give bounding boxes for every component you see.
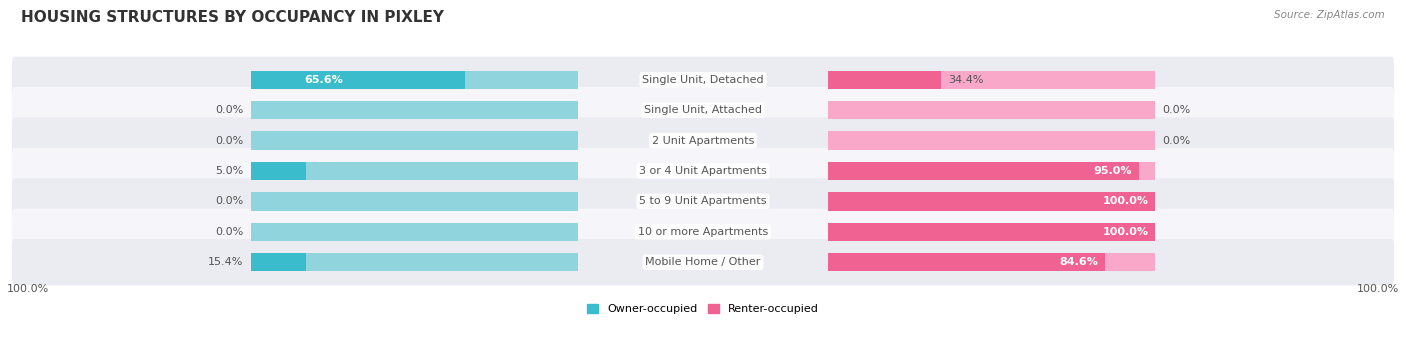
FancyBboxPatch shape — [11, 118, 1395, 164]
Text: 100.0%: 100.0% — [1357, 284, 1399, 294]
Text: 0.0%: 0.0% — [215, 196, 243, 207]
Bar — [828, 131, 1156, 150]
Bar — [250, 131, 578, 150]
FancyBboxPatch shape — [11, 87, 1395, 133]
Bar — [828, 101, 1156, 119]
Text: 5.0%: 5.0% — [215, 166, 243, 176]
Bar — [250, 71, 465, 89]
Text: 0.0%: 0.0% — [1163, 105, 1191, 115]
Text: Single Unit, Detached: Single Unit, Detached — [643, 75, 763, 85]
Bar — [250, 223, 578, 241]
Bar — [250, 192, 578, 211]
Text: 34.4%: 34.4% — [948, 75, 983, 85]
FancyBboxPatch shape — [11, 148, 1395, 194]
Text: 65.6%: 65.6% — [304, 75, 343, 85]
Bar — [250, 71, 578, 89]
Text: 10 or more Apartments: 10 or more Apartments — [638, 227, 768, 237]
Bar — [250, 253, 307, 271]
Text: Mobile Home / Other: Mobile Home / Other — [645, 257, 761, 267]
Text: 5 to 9 Unit Apartments: 5 to 9 Unit Apartments — [640, 196, 766, 207]
Text: HOUSING STRUCTURES BY OCCUPANCY IN PIXLEY: HOUSING STRUCTURES BY OCCUPANCY IN PIXLE… — [21, 10, 444, 25]
Bar — [250, 162, 307, 180]
Bar — [828, 192, 1156, 211]
Text: 3 or 4 Unit Apartments: 3 or 4 Unit Apartments — [640, 166, 766, 176]
Text: Single Unit, Attached: Single Unit, Attached — [644, 105, 762, 115]
Bar — [828, 162, 1139, 180]
FancyBboxPatch shape — [11, 239, 1395, 285]
Text: 0.0%: 0.0% — [215, 105, 243, 115]
FancyBboxPatch shape — [11, 178, 1395, 224]
Text: 2 Unit Apartments: 2 Unit Apartments — [652, 135, 754, 146]
Bar — [828, 253, 1105, 271]
Text: 100.0%: 100.0% — [1102, 227, 1149, 237]
Text: 0.0%: 0.0% — [1163, 135, 1191, 146]
Text: 100.0%: 100.0% — [1102, 196, 1149, 207]
Bar — [828, 192, 1156, 211]
Text: 0.0%: 0.0% — [215, 135, 243, 146]
Text: 95.0%: 95.0% — [1094, 166, 1132, 176]
Text: 15.4%: 15.4% — [208, 257, 243, 267]
Bar — [250, 101, 578, 119]
Bar — [828, 223, 1156, 241]
Text: 100.0%: 100.0% — [7, 284, 49, 294]
Legend: Owner-occupied, Renter-occupied: Owner-occupied, Renter-occupied — [586, 304, 820, 314]
Text: Source: ZipAtlas.com: Source: ZipAtlas.com — [1274, 10, 1385, 20]
FancyBboxPatch shape — [11, 209, 1395, 255]
Text: 84.6%: 84.6% — [1059, 257, 1098, 267]
Bar — [828, 253, 1156, 271]
FancyBboxPatch shape — [11, 57, 1395, 103]
Text: 0.0%: 0.0% — [215, 227, 243, 237]
Bar — [828, 71, 941, 89]
Bar — [828, 162, 1156, 180]
Bar — [828, 71, 1156, 89]
Bar — [828, 223, 1156, 241]
Bar — [250, 162, 578, 180]
Bar — [250, 253, 578, 271]
